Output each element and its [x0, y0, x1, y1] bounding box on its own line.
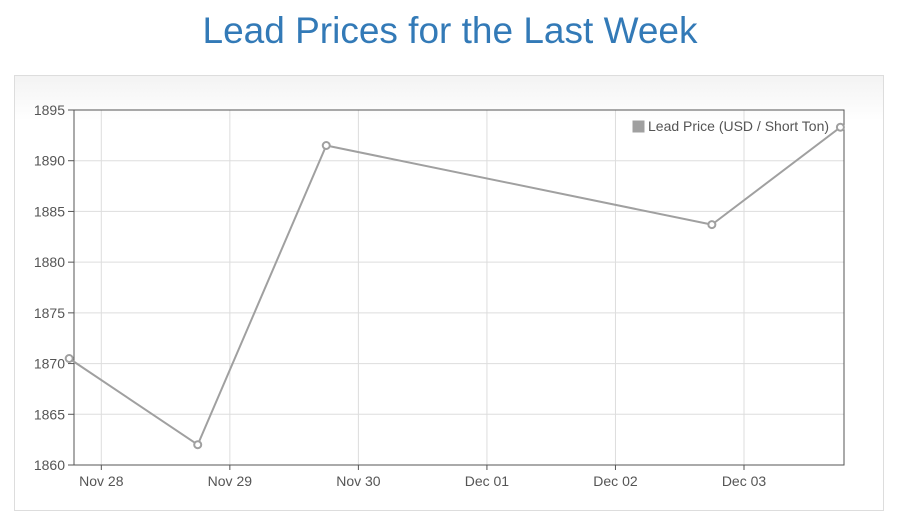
data-point [321, 141, 331, 150]
y-tick-label: 1865 [34, 406, 65, 422]
grid [74, 109, 844, 466]
y-tick-label: 1870 [34, 356, 65, 372]
x-axis-ticks: Nov 28 Nov 29 Nov 30 Dec 01 Dec 02 Dec 03 [79, 465, 766, 489]
x-tick-label: Dec 01 [465, 473, 510, 489]
legend-label: Lead Price (USD / Short Ton) [648, 118, 829, 134]
series-lead-price [64, 122, 845, 450]
series-line [68, 126, 842, 446]
y-tick-label: 1860 [34, 457, 65, 473]
chart-panel: 1860 1865 1870 1875 1880 1885 1890 1895 Nov 28 N… [14, 75, 884, 511]
x-tick-label: Dec 03 [722, 473, 767, 489]
x-tick-label: Nov 30 [336, 473, 381, 489]
y-tick-label: 1875 [34, 305, 65, 321]
x-tick-label: Dec 02 [593, 473, 638, 489]
legend: Lead Price (USD / Short Ton) [631, 118, 829, 134]
legend-swatch [631, 119, 646, 134]
y-tick-label: 1880 [34, 254, 65, 270]
plot-frame [73, 109, 845, 466]
data-point [193, 440, 203, 450]
data-point [707, 220, 717, 230]
y-tick-label: 1895 [34, 102, 65, 118]
data-point [835, 122, 845, 132]
y-tick-label: 1890 [34, 153, 65, 169]
page-title: Lead Prices for the Last Week [202, 10, 698, 51]
x-tick-label: Nov 28 [79, 473, 124, 489]
y-tick-label: 1885 [34, 203, 65, 219]
x-tick-label: Nov 29 [208, 473, 253, 489]
y-axis-ticks: 1860 1865 1870 1875 1880 1885 1890 1895 [34, 102, 74, 473]
data-point [64, 354, 74, 363]
